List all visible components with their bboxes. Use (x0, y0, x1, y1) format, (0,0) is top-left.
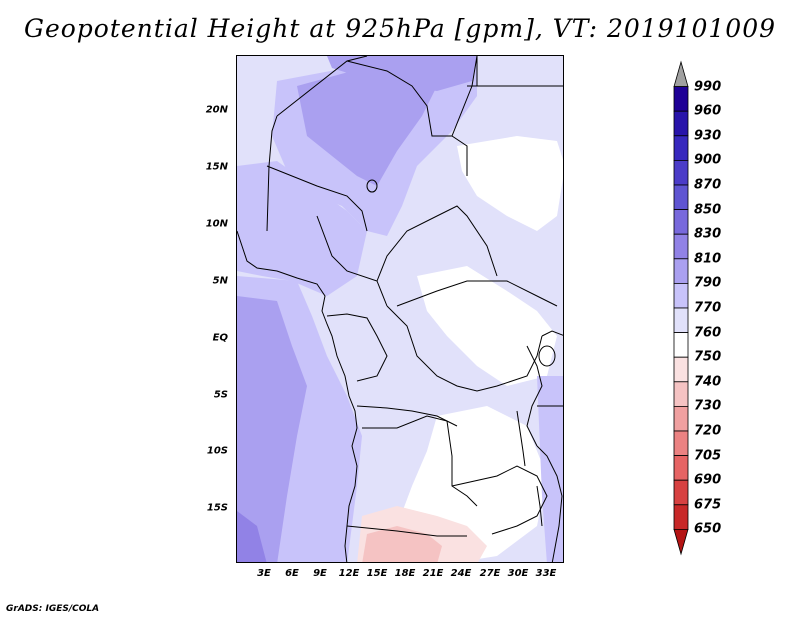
border-mali-niger (346, 60, 468, 176)
lon-label-12e: 12E (338, 568, 360, 579)
colorbar-segment (673, 504, 689, 530)
field-sahel (237, 161, 367, 296)
colorbar-level-label: 770 (694, 300, 722, 316)
colorbar-segment (673, 307, 689, 334)
colorbar-level-label: 750 (694, 349, 722, 365)
colorbar-level-label: 675 (694, 497, 722, 513)
colorbar-level-label: 730 (694, 398, 722, 414)
colorbar-segment (673, 60, 689, 88)
colorbar-segment (673, 528, 689, 556)
field-central-white (417, 266, 557, 386)
lon-label-9e: 9E (313, 568, 327, 579)
colorbar-level-label: 830 (694, 226, 722, 242)
colorbar-level-label: 930 (694, 128, 722, 144)
border-congo-north (386, 305, 543, 392)
colorbar-segment (673, 110, 689, 137)
colorbar-segment (673, 86, 689, 112)
lat-label-10s: 10S (206, 445, 228, 457)
field-ne-white (457, 136, 563, 231)
field-east-blue (537, 376, 563, 562)
colorbar-level-label: 690 (694, 472, 722, 488)
colorbar-level-label: 720 (694, 423, 722, 439)
colorbar-segment (673, 381, 689, 407)
colorbar-level-label: 960 (694, 103, 722, 119)
field-southwest-deep (237, 511, 267, 562)
colorbar-level-label: 900 (694, 152, 722, 168)
colorbar (673, 60, 689, 556)
field-top-strong (327, 56, 477, 91)
border-zambia (451, 465, 548, 535)
border-congo-south (356, 405, 458, 427)
lat-label-5n: 5N (212, 275, 228, 287)
credit-text: GrADS: IGES/COLA (6, 604, 100, 614)
colorbar-segment (673, 332, 689, 358)
colorbar-segment (673, 209, 689, 235)
border-car (396, 280, 558, 307)
field-south-pink (362, 526, 442, 562)
lat-label-15n: 15N (205, 161, 228, 173)
colorbar-segment (673, 455, 689, 481)
lon-label-6e: 6E (285, 568, 299, 579)
colorbar-level-label: 740 (694, 374, 722, 390)
colorbar-level-label: 850 (694, 202, 722, 218)
field-sahara-strong (297, 61, 437, 186)
lon-label-27e: 27E (479, 568, 501, 579)
colorbar-segment (673, 356, 689, 383)
colorbar-level-label: 810 (694, 251, 722, 267)
border-east-2 (541, 330, 563, 337)
colorbar-level-label: 650 (694, 521, 722, 537)
border-angola (362, 415, 478, 507)
lon-label-30e: 30E (507, 568, 529, 579)
map-title: Geopotential Height at 925hPa [gpm], VT:… (23, 14, 777, 43)
colorbar-segment (673, 258, 689, 284)
colorbar-segment (673, 479, 689, 506)
field-west-strong (237, 296, 307, 562)
colorbar-segment (673, 160, 689, 186)
lon-label-24e: 24E (450, 568, 472, 579)
lon-label-3e: 3E (257, 568, 271, 579)
border-sahel-1 (266, 165, 368, 232)
field-map (237, 56, 563, 562)
lake-tanganyika (516, 410, 526, 467)
colorbar-level-label: 790 (694, 275, 722, 291)
colorbar-segment (673, 282, 689, 309)
lat-label-eq: EQ (212, 332, 228, 344)
lon-label-21e: 21E (422, 568, 444, 579)
lat-label-15s: 15S (206, 502, 228, 514)
lat-label-10n: 10N (205, 218, 228, 230)
coastline-west (237, 230, 358, 562)
lake-malawi (536, 485, 543, 527)
lon-label-15e: 15E (366, 568, 388, 579)
colorbar-segment (673, 430, 689, 457)
lake-victoria (538, 345, 556, 367)
colorbar-segment (673, 405, 689, 432)
lat-label-5s: 5S (213, 389, 228, 401)
lat-label-20n: 20N (205, 104, 228, 116)
border-east-3 (536, 445, 563, 562)
colorbar-level-label: 990 (694, 79, 722, 95)
lon-label-18e: 18E (394, 568, 416, 579)
border-nigeria (316, 215, 388, 307)
colorbar-level-label: 705 (694, 448, 722, 464)
border-cameroon (376, 205, 498, 282)
colorbar-level-label: 760 (694, 325, 722, 341)
border-angola-south (346, 525, 467, 537)
colorbar-segment (673, 184, 689, 211)
colorbar-level-label: 870 (694, 177, 722, 193)
border-gabon (326, 313, 388, 382)
border-north-2 (266, 115, 278, 232)
lon-label-33e: 33E (535, 568, 557, 579)
map-panel (236, 55, 564, 563)
lake-chad (366, 179, 378, 193)
colorbar-segment (673, 233, 689, 260)
colorbar-segment (673, 135, 689, 161)
border-east-1 (526, 345, 543, 447)
